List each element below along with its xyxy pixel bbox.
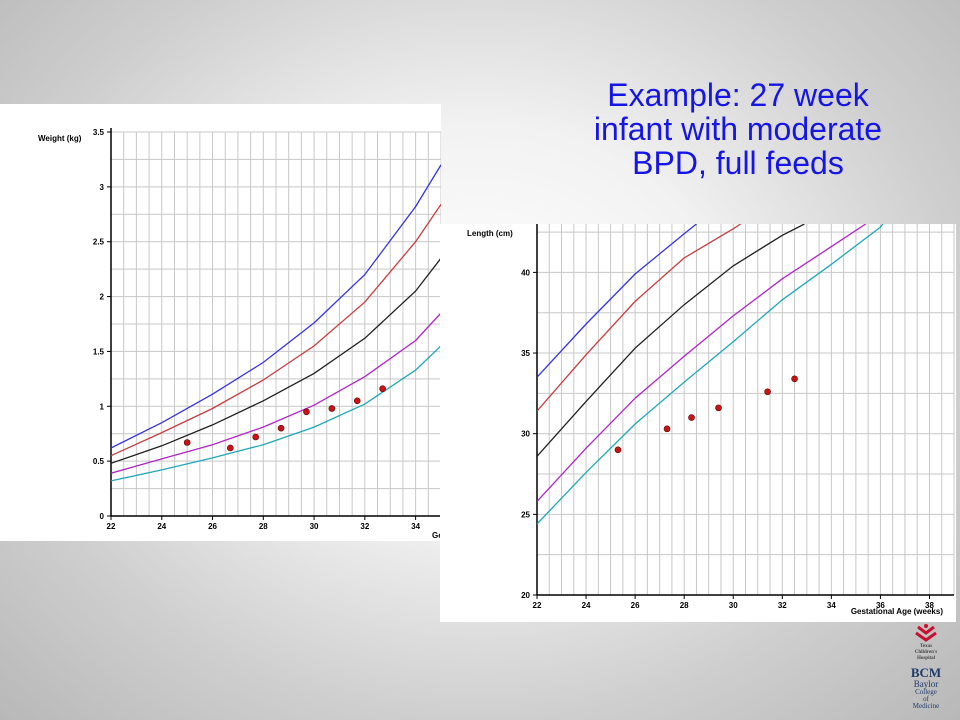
weight-curve-p90 (111, 164, 441, 449)
weight-y-tick-label: 0 (100, 512, 105, 521)
length-chart: 20 25 30 35 40 22 24 26 28 30 32 34 36 38 Length (cm) G… (467, 224, 955, 616)
weight-grid (110, 131, 441, 517)
weight-y-tick-label: 0.5 (93, 457, 105, 466)
length-x-tick-label: 28 (680, 601, 689, 610)
length-point (764, 388, 771, 396)
length-x-tick-label: 22 (533, 601, 542, 610)
length-y-tick-label: 35 (521, 349, 530, 358)
title-line-2: infant with moderate (593, 111, 883, 147)
bcm-mark: BCM (910, 665, 942, 680)
weight-point (227, 444, 234, 452)
weight-curve-p50 (111, 257, 441, 464)
length-curve-p25 (537, 224, 867, 502)
texas-childrens-icon (915, 624, 937, 642)
weight-point (353, 397, 361, 405)
length-y-tick-label: 25 (521, 510, 530, 519)
weight-point (252, 433, 259, 441)
bcm-name-1: Baylor (913, 679, 939, 689)
weight-point (379, 385, 386, 393)
weight-point (277, 424, 285, 432)
weight-curve-p10 (111, 345, 441, 482)
length-x-tick-label: 36 (876, 601, 885, 610)
bcm-name-2: College (915, 688, 937, 696)
weight-y-tick-label: 3.5 (93, 128, 105, 137)
weight-chart-panel: 0 0.5 1 1.5 2 2.5 3 3.5 22 24 26 28 30 32 34 Weight (kg… (0, 104, 441, 541)
length-chart-panel: 20 25 30 35 40 22 24 26 28 30 32 34 36 38 Length (cm) G… (440, 224, 956, 622)
texas-childrens-logo: Texas Children's Hospital (900, 624, 952, 662)
tch-line-1: Texas (919, 644, 933, 649)
weight-point (328, 405, 336, 412)
length-y-axis-label: Length (cm) (467, 229, 513, 238)
weight-y-axis-label: Weight (kg) (38, 134, 82, 143)
weight-curves (111, 164, 441, 482)
weight-curve-p25 (111, 312, 441, 474)
length-y-tick-label: 30 (521, 430, 530, 439)
length-curve-p75 (537, 224, 741, 412)
length-points (614, 375, 798, 454)
weight-point (303, 408, 310, 416)
weight-x-tick-label: 34 (411, 522, 420, 531)
length-point (663, 425, 671, 433)
bcm-name-4: Medicine (912, 702, 940, 710)
weight-points (183, 385, 386, 452)
length-curve-p50 (537, 224, 805, 457)
weight-x-tick-label: 30 (310, 522, 319, 531)
tch-line-2: Children's (914, 650, 938, 655)
institution-logos: Texas Children's Hospital BCM Baylor Col… (900, 624, 952, 716)
length-curve-p10 (537, 224, 884, 525)
weight-y-tick-label: 1 (100, 402, 105, 411)
length-point (614, 446, 622, 454)
length-y-tick-label: 20 (521, 591, 530, 600)
length-curves (537, 224, 884, 525)
weight-x-tick-label: 22 (107, 522, 116, 531)
length-x-axis-label: Gestational Age (weeks) (851, 607, 944, 616)
length-x-tick-label: 26 (631, 601, 640, 610)
length-point (791, 375, 798, 383)
length-x-tick-label: 32 (778, 601, 787, 610)
length-x-tick-label: 34 (827, 601, 836, 610)
weight-y-tick-label: 1.5 (93, 347, 105, 356)
length-point (715, 404, 722, 412)
slide-title: Example: 27 week infant with moderate BP… (548, 78, 928, 180)
tch-line-3: Hospital (916, 656, 936, 661)
length-grid (536, 224, 955, 596)
weight-y-tick-label: 3 (100, 183, 105, 192)
length-point (688, 414, 695, 421)
length-x-tick-label: 24 (582, 601, 591, 610)
title-line-1: Example: 27 week (607, 77, 869, 113)
weight-x-tick-label: 24 (157, 522, 166, 531)
weight-x-axis-label: Ge (432, 531, 441, 540)
weight-curve-p75 (111, 204, 441, 457)
bcm-name-3: of (923, 695, 929, 703)
weight-x-tick-label: 32 (360, 522, 369, 531)
weight-x-tick-label: 28 (259, 522, 268, 531)
length-curve-p90 (537, 224, 697, 378)
weight-x-tick-label: 26 (208, 522, 217, 531)
baylor-logo: BCM Baylor College of Medicine (900, 666, 952, 710)
length-x-tick-label: 30 (729, 601, 738, 610)
length-y-tick-label: 40 (521, 268, 530, 277)
weight-chart: 0 0.5 1 1.5 2 2.5 3 3.5 22 24 26 28 30 32 34 Weight (kg… (38, 128, 441, 540)
weight-y-tick-label: 2 (100, 293, 105, 302)
title-line-3: BPD, full feeds (632, 145, 844, 181)
length-x-tick-label: 38 (925, 601, 934, 610)
weight-point (183, 439, 191, 446)
weight-y-tick-label: 2.5 (93, 238, 105, 247)
